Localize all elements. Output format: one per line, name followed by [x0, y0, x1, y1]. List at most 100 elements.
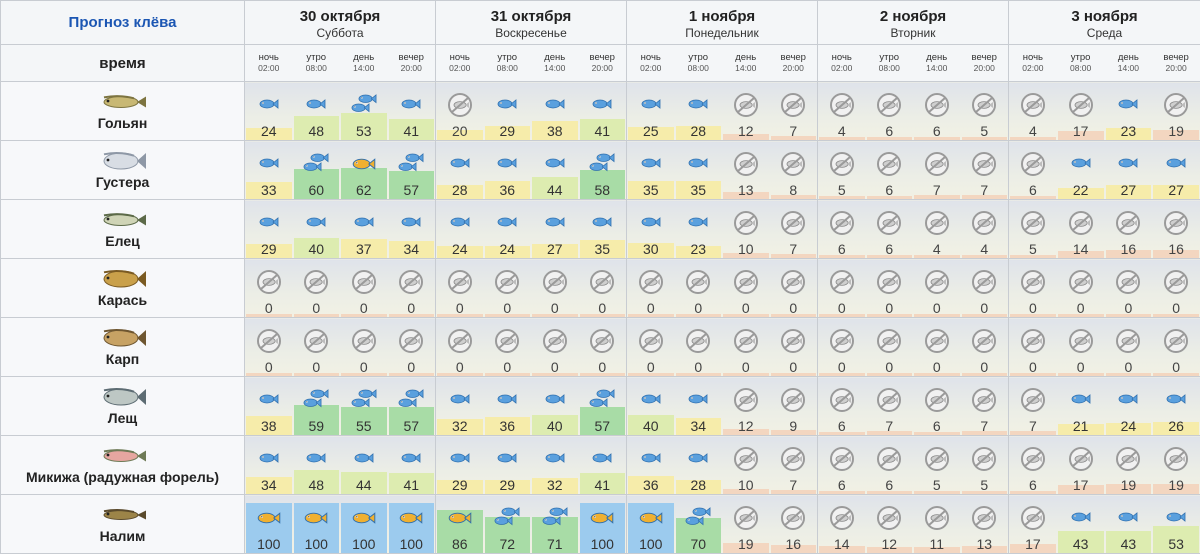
bite-forecast-slot[interactable]: 5: [961, 436, 1009, 494]
bite-forecast-slot[interactable]: 34: [245, 436, 293, 494]
bite-forecast-slot[interactable]: 100: [293, 495, 341, 553]
fish-species[interactable]: Карп: [0, 317, 245, 377]
bite-forecast-slot[interactable]: 0: [245, 318, 293, 376]
bite-forecast-slot[interactable]: 24: [436, 200, 484, 258]
bite-forecast-slot[interactable]: 29: [484, 436, 532, 494]
bite-forecast-slot[interactable]: 0: [293, 318, 341, 376]
bite-forecast-slot[interactable]: 6: [866, 141, 914, 199]
bite-forecast-slot[interactable]: 60: [293, 141, 341, 199]
bite-forecast-slot[interactable]: 27: [1152, 141, 1200, 199]
bite-forecast-slot[interactable]: 12: [722, 82, 770, 140]
bite-forecast-slot[interactable]: 6: [1009, 141, 1057, 199]
bite-forecast-slot[interactable]: 0: [866, 259, 914, 317]
bite-forecast-slot[interactable]: 17: [1057, 82, 1105, 140]
bite-forecast-slot[interactable]: 25: [627, 82, 675, 140]
bite-forecast-slot[interactable]: 12: [866, 495, 914, 553]
bite-forecast-slot[interactable]: 9: [770, 377, 818, 435]
bite-forecast-slot[interactable]: 29: [436, 436, 484, 494]
bite-forecast-slot[interactable]: 57: [579, 377, 627, 435]
bite-forecast-slot[interactable]: 5: [961, 82, 1009, 140]
bite-forecast-slot[interactable]: 0: [436, 318, 484, 376]
bite-forecast-slot[interactable]: 0: [961, 259, 1009, 317]
bite-forecast-slot[interactable]: 23: [675, 200, 723, 258]
bite-forecast-slot[interactable]: 36: [484, 141, 532, 199]
bite-forecast-slot[interactable]: 7: [1009, 377, 1057, 435]
bite-forecast-slot[interactable]: 17: [1009, 495, 1057, 553]
bite-forecast-slot[interactable]: 100: [245, 495, 293, 553]
bite-forecast-slot[interactable]: 43: [1105, 495, 1153, 553]
fish-species[interactable]: Карась: [0, 258, 245, 318]
bite-forecast-slot[interactable]: 36: [484, 377, 532, 435]
bite-forecast-slot[interactable]: 27: [531, 200, 579, 258]
bite-forecast-slot[interactable]: 6: [1009, 436, 1057, 494]
bite-forecast-slot[interactable]: 35: [627, 141, 675, 199]
bite-forecast-slot[interactable]: 0: [627, 259, 675, 317]
bite-forecast-slot[interactable]: 29: [245, 200, 293, 258]
bite-forecast-slot[interactable]: 0: [913, 259, 961, 317]
bite-forecast-slot[interactable]: 0: [531, 318, 579, 376]
bite-forecast-slot[interactable]: 0: [1009, 259, 1057, 317]
bite-forecast-slot[interactable]: 24: [484, 200, 532, 258]
bite-forecast-slot[interactable]: 6: [866, 82, 914, 140]
bite-forecast-slot[interactable]: 38: [531, 82, 579, 140]
bite-forecast-slot[interactable]: 100: [340, 495, 388, 553]
bite-forecast-slot[interactable]: 0: [770, 259, 818, 317]
bite-forecast-slot[interactable]: 44: [340, 436, 388, 494]
bite-forecast-slot[interactable]: 0: [484, 318, 532, 376]
bite-forecast-slot[interactable]: 0: [770, 318, 818, 376]
bite-forecast-slot[interactable]: 6: [818, 377, 866, 435]
bite-forecast-slot[interactable]: 5: [1009, 200, 1057, 258]
bite-forecast-slot[interactable]: 14: [1057, 200, 1105, 258]
bite-forecast-slot[interactable]: 0: [1105, 259, 1153, 317]
bite-forecast-slot[interactable]: 58: [579, 141, 627, 199]
bite-forecast-slot[interactable]: 10: [722, 436, 770, 494]
bite-forecast-slot[interactable]: 41: [579, 436, 627, 494]
bite-forecast-slot[interactable]: 19: [1105, 436, 1153, 494]
fish-species[interactable]: Елец: [0, 199, 245, 259]
bite-forecast-slot[interactable]: 0: [579, 318, 627, 376]
bite-forecast-slot[interactable]: 19: [1152, 82, 1200, 140]
bite-forecast-slot[interactable]: 0: [388, 259, 436, 317]
bite-forecast-slot[interactable]: 0: [436, 259, 484, 317]
bite-forecast-slot[interactable]: 0: [913, 318, 961, 376]
bite-forecast-slot[interactable]: 43: [1057, 495, 1105, 553]
bite-forecast-slot[interactable]: 23: [1105, 82, 1153, 140]
bite-forecast-slot[interactable]: 29: [484, 82, 532, 140]
bite-forecast-slot[interactable]: 0: [1105, 318, 1153, 376]
bite-forecast-slot[interactable]: 16: [770, 495, 818, 553]
bite-forecast-slot[interactable]: 4: [961, 200, 1009, 258]
bite-forecast-slot[interactable]: 0: [340, 318, 388, 376]
bite-forecast-slot[interactable]: 6: [818, 436, 866, 494]
bite-forecast-slot[interactable]: 100: [579, 495, 627, 553]
bite-forecast-slot[interactable]: 0: [340, 259, 388, 317]
bite-forecast-slot[interactable]: 57: [388, 141, 436, 199]
bite-forecast-slot[interactable]: 28: [675, 82, 723, 140]
fish-species[interactable]: Гольян: [0, 81, 245, 141]
bite-forecast-slot[interactable]: 6: [818, 200, 866, 258]
bite-forecast-slot[interactable]: 0: [531, 259, 579, 317]
bite-forecast-slot[interactable]: 100: [627, 495, 675, 553]
bite-forecast-slot[interactable]: 28: [675, 436, 723, 494]
bite-forecast-slot[interactable]: 0: [1152, 259, 1200, 317]
bite-forecast-slot[interactable]: 0: [961, 318, 1009, 376]
bite-forecast-slot[interactable]: 16: [1105, 200, 1153, 258]
bite-forecast-slot[interactable]: 7: [866, 377, 914, 435]
bite-forecast-slot[interactable]: 11: [913, 495, 961, 553]
bite-forecast-slot[interactable]: 72: [484, 495, 532, 553]
bite-forecast-slot[interactable]: 7: [770, 200, 818, 258]
bite-forecast-slot[interactable]: 0: [1057, 259, 1105, 317]
bite-forecast-slot[interactable]: 20: [436, 82, 484, 140]
bite-forecast-slot[interactable]: 0: [818, 318, 866, 376]
bite-forecast-slot[interactable]: 0: [675, 318, 723, 376]
bite-forecast-slot[interactable]: 53: [1152, 495, 1200, 553]
bite-forecast-slot[interactable]: 16: [1152, 200, 1200, 258]
bite-forecast-slot[interactable]: 34: [388, 200, 436, 258]
fish-species[interactable]: Густера: [0, 140, 245, 200]
bite-forecast-slot[interactable]: 0: [627, 318, 675, 376]
bite-forecast-slot[interactable]: 27: [1105, 141, 1153, 199]
bite-forecast-slot[interactable]: 6: [913, 82, 961, 140]
bite-forecast-slot[interactable]: 35: [675, 141, 723, 199]
bite-forecast-slot[interactable]: 0: [818, 259, 866, 317]
forecast-title-link[interactable]: Прогноз клёва: [68, 13, 177, 31]
bite-forecast-slot[interactable]: 6: [913, 377, 961, 435]
